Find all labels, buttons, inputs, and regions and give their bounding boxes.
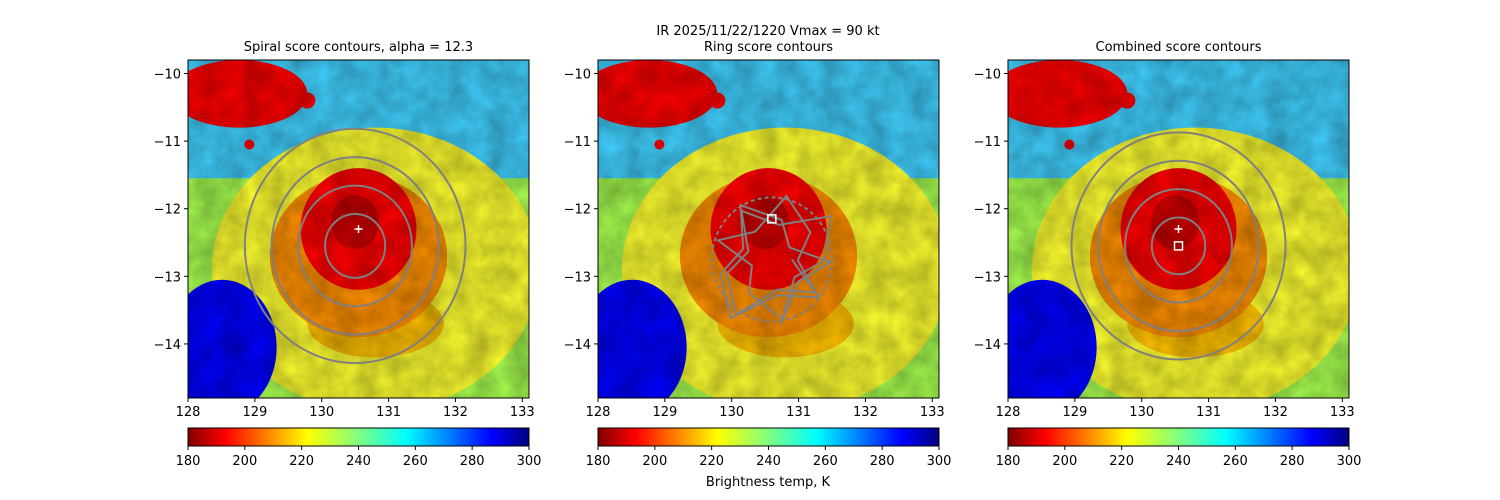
- colorbar: [1007, 427, 1350, 447]
- x-tick-label: 128: [996, 405, 1021, 420]
- colorbar-tick-label: 260: [1223, 454, 1248, 469]
- square-marker: [1173, 241, 1184, 251]
- y-tick-label: −14: [564, 338, 591, 353]
- x-tick-label: 131: [1196, 405, 1221, 420]
- panel-3: Combined score contours 128 129 130 131 132 13…: [974, 40, 1362, 469]
- x-tick-label: 133: [920, 405, 945, 420]
- y-tick-label: −13: [154, 270, 181, 285]
- colorbar-tick-label: 300: [517, 454, 542, 469]
- y-tick-label: −10: [154, 68, 181, 83]
- contour: [243, 127, 467, 365]
- colorbar-tick-label: 180: [176, 454, 201, 469]
- colorbar-tick-label: 180: [586, 454, 611, 469]
- axes-frame: [1007, 59, 1350, 399]
- x-tick-label: 128: [586, 405, 611, 420]
- colorbar-tick-label: 240: [346, 454, 371, 469]
- panel-1: Spiral score contours, alpha = 12.3 128 12…: [154, 40, 542, 469]
- y-tick-label: −11: [974, 135, 1001, 150]
- panel-title: Combined score contours: [1096, 40, 1262, 55]
- contour: [1150, 216, 1207, 276]
- axes-frame: [597, 59, 940, 399]
- x-tick-label: 130: [719, 405, 744, 420]
- square-marker: [767, 214, 777, 224]
- x-tick-label: 133: [1330, 405, 1355, 420]
- y-tick-label: −11: [564, 135, 591, 150]
- x-tick-label: 132: [1263, 405, 1288, 420]
- plus-marker: [354, 225, 363, 233]
- ir-image: [1008, 60, 1349, 398]
- x-tick-label: 131: [786, 405, 811, 420]
- y-tick-label: −11: [154, 135, 181, 150]
- x-tick-label: 130: [1129, 405, 1154, 420]
- suptitle: IR 2025/11/22/1220 Vmax = 90 kt: [656, 24, 879, 39]
- colorbar-tick-label: 220: [699, 454, 724, 469]
- colorbar-tick-label: 200: [1052, 454, 1077, 469]
- colorbar-tick-label: 200: [642, 454, 667, 469]
- colorbar-label: Brightness temp, K: [706, 475, 831, 490]
- y-tick-label: −14: [154, 338, 181, 353]
- colorbar-tick-label: 240: [1166, 454, 1191, 469]
- y-tick-label: −10: [974, 68, 1001, 83]
- plus-marker: [1174, 225, 1183, 233]
- ir-image: [188, 60, 529, 398]
- contour: [1070, 131, 1287, 361]
- y-tick-label: −12: [564, 203, 591, 218]
- colorbar-tick-label: 280: [870, 454, 895, 469]
- colorbar: [187, 427, 530, 447]
- ir-image: [598, 60, 939, 398]
- x-tick-label: 128: [176, 405, 201, 420]
- x-tick-label: 132: [443, 405, 468, 420]
- y-tick-label: −13: [564, 270, 591, 285]
- y-tick-label: −10: [564, 68, 591, 83]
- x-tick-label: 129: [652, 405, 677, 420]
- contour: [297, 184, 413, 308]
- panel-2: Ring score contours 128 129 130 131 132 133 −10…: [564, 40, 952, 469]
- colorbar-tick-label: 260: [403, 454, 428, 469]
- ring-contour: [715, 194, 834, 325]
- y-tick-label: −13: [974, 270, 1001, 285]
- colorbar-tick-label: 220: [1109, 454, 1134, 469]
- colorbar-tick-label: 300: [927, 454, 952, 469]
- colorbar: [597, 427, 940, 447]
- x-tick-label: 129: [1062, 405, 1087, 420]
- contour: [1097, 159, 1260, 333]
- panel-title: Spiral score contours, alpha = 12.3: [244, 40, 473, 55]
- x-tick-label: 130: [309, 405, 334, 420]
- axes-frame: [187, 59, 530, 399]
- x-tick-label: 131: [376, 405, 401, 420]
- y-tick-label: −12: [974, 203, 1001, 218]
- colorbar-tick-label: 180: [996, 454, 1021, 469]
- panel-title: Ring score contours: [704, 40, 833, 55]
- colorbar-tick-label: 260: [813, 454, 838, 469]
- colorbar-tick-label: 240: [756, 454, 781, 469]
- x-tick-label: 132: [853, 405, 878, 420]
- panels: Spiral score contours, alpha = 12.3 128 12…: [154, 40, 1362, 469]
- colorbar-tick-label: 220: [289, 454, 314, 469]
- y-tick-label: −14: [974, 338, 1001, 353]
- texture: [598, 60, 939, 398]
- x-tick-label: 129: [242, 405, 267, 420]
- contour: [324, 212, 387, 279]
- colorbar-tick-label: 200: [232, 454, 257, 469]
- ring-contour: [710, 196, 833, 323]
- contour: [270, 156, 440, 336]
- colorbar-tick-label: 280: [460, 454, 485, 469]
- colorbar-tick-label: 280: [1280, 454, 1305, 469]
- x-tick-label: 133: [510, 405, 535, 420]
- y-tick-label: −12: [154, 203, 181, 218]
- contour: [1124, 188, 1233, 304]
- colorbar-tick-label: 300: [1337, 454, 1362, 469]
